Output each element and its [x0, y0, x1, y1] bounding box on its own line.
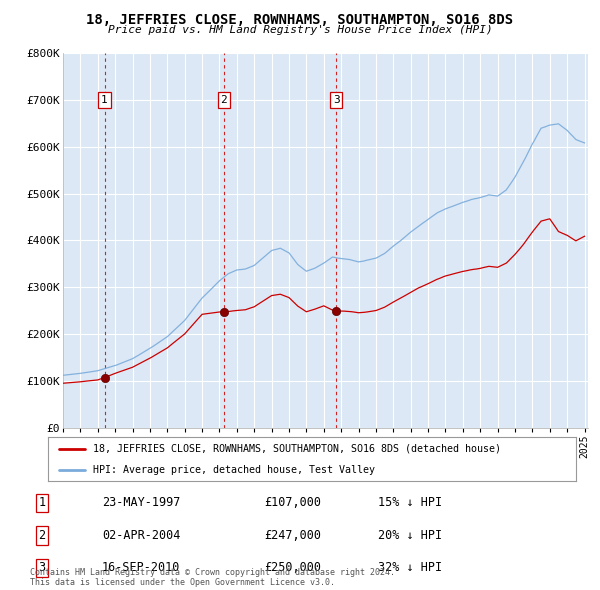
Text: £247,000: £247,000 [264, 529, 321, 542]
Text: 2: 2 [220, 95, 227, 105]
Text: 02-APR-2004: 02-APR-2004 [102, 529, 181, 542]
Text: 18, JEFFRIES CLOSE, ROWNHAMS, SOUTHAMPTON, SO16 8DS (detached house): 18, JEFFRIES CLOSE, ROWNHAMS, SOUTHAMPTO… [93, 444, 501, 454]
Text: 15% ↓ HPI: 15% ↓ HPI [378, 496, 442, 510]
Text: 1: 1 [38, 496, 46, 510]
Text: 2: 2 [38, 529, 46, 542]
Text: Price paid vs. HM Land Registry's House Price Index (HPI): Price paid vs. HM Land Registry's House … [107, 25, 493, 35]
Text: £250,000: £250,000 [264, 561, 321, 575]
Text: 3: 3 [38, 561, 46, 575]
Text: 32% ↓ HPI: 32% ↓ HPI [378, 561, 442, 575]
Text: 18, JEFFRIES CLOSE, ROWNHAMS, SOUTHAMPTON, SO16 8DS: 18, JEFFRIES CLOSE, ROWNHAMS, SOUTHAMPTO… [86, 13, 514, 27]
Text: Contains HM Land Registry data © Crown copyright and database right 2024.
This d: Contains HM Land Registry data © Crown c… [30, 568, 395, 587]
Text: 20% ↓ HPI: 20% ↓ HPI [378, 529, 442, 542]
Text: 1: 1 [101, 95, 108, 105]
Text: HPI: Average price, detached house, Test Valley: HPI: Average price, detached house, Test… [93, 465, 375, 475]
Text: 16-SEP-2010: 16-SEP-2010 [102, 561, 181, 575]
Text: £107,000: £107,000 [264, 496, 321, 510]
Text: 23-MAY-1997: 23-MAY-1997 [102, 496, 181, 510]
Text: 3: 3 [333, 95, 340, 105]
